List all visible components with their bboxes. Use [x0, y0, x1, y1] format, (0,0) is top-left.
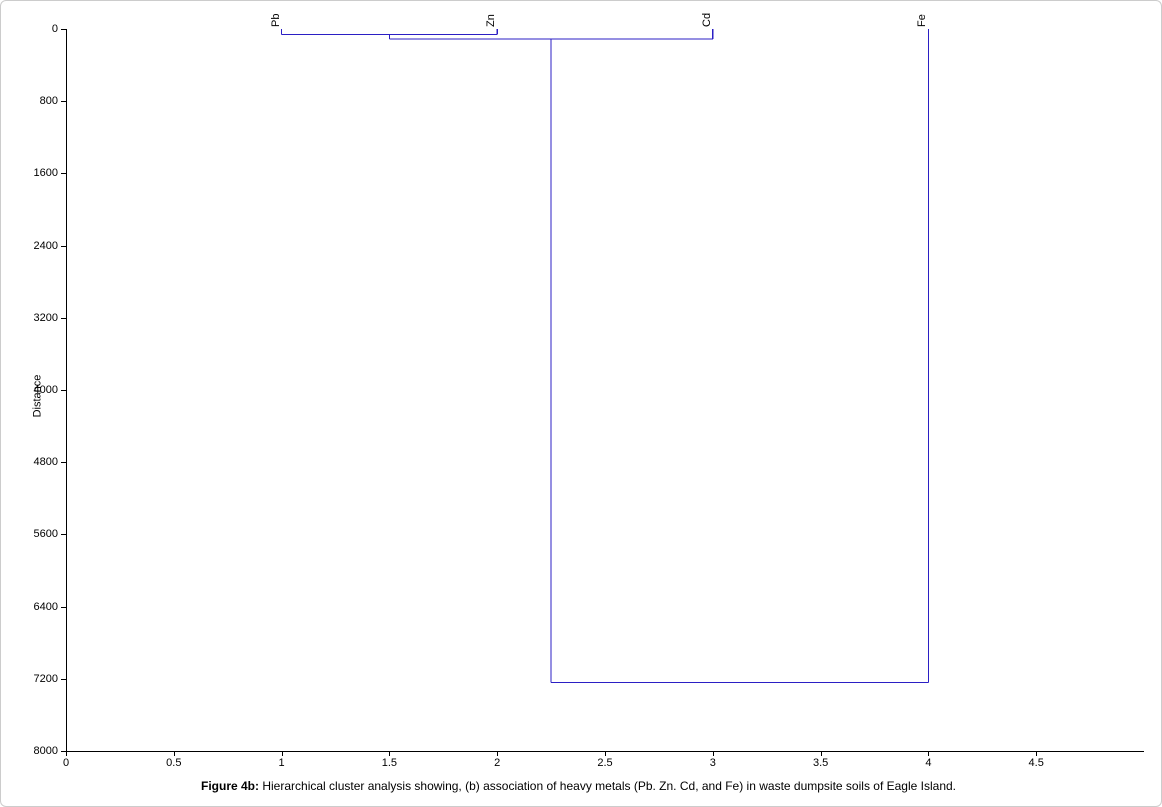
- leaf-label-fe: Fe: [916, 14, 928, 27]
- dendrogram: [66, 29, 1144, 751]
- plot-area: 00.511.522.533.544.5 0800160024003200400…: [66, 29, 1144, 751]
- x-tick-label: 4.5: [1029, 757, 1044, 769]
- caption-text: Hierarchical cluster analysis showing, (…: [259, 779, 956, 793]
- y-tick-label: 4800: [34, 456, 58, 468]
- x-tick-label: 4: [925, 757, 931, 769]
- x-tick-label: 0: [63, 757, 69, 769]
- y-tick-label: 0: [52, 23, 58, 35]
- x-tick-label: 1.5: [382, 757, 397, 769]
- x-tick-label: 2: [494, 757, 500, 769]
- leaf-label-zn: Zn: [485, 14, 497, 27]
- figure-frame: 00.511.522.533.544.5 0800160024003200400…: [0, 0, 1162, 807]
- y-tick-label: 5600: [34, 528, 58, 540]
- y-tick-label: 1600: [34, 167, 58, 179]
- caption-bold: Figure 4b:: [201, 779, 259, 793]
- y-tick-label: 3200: [34, 312, 58, 324]
- y-tick-label: 800: [40, 95, 58, 107]
- x-tick-label: 3: [710, 757, 716, 769]
- x-tick-label: 3.5: [813, 757, 828, 769]
- x-tick-label: 0.5: [166, 757, 181, 769]
- y-tick-label: 6400: [34, 601, 58, 613]
- y-axis-label: Distance: [31, 375, 43, 418]
- y-tick-label: 7200: [34, 673, 58, 685]
- x-tick-label: 1: [279, 757, 285, 769]
- x-tick-label: 2.5: [597, 757, 612, 769]
- figure-caption: Figure 4b: Hierarchical cluster analysis…: [201, 779, 956, 793]
- y-tick-label: 8000: [34, 745, 58, 757]
- leaf-label-cd: Cd: [701, 13, 713, 27]
- leaf-label-pb: Pb: [270, 14, 282, 27]
- y-tick-label: 2400: [34, 240, 58, 252]
